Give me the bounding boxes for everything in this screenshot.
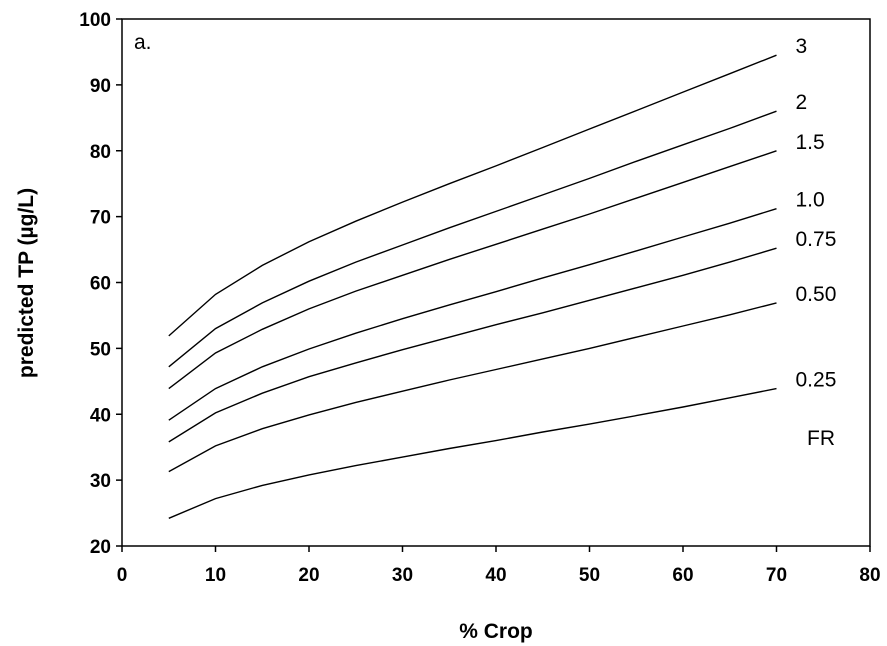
series-line-0-25	[168, 387, 777, 519]
x-tick-label: 20	[298, 565, 319, 586]
x-tick-label: 10	[205, 565, 226, 586]
x-tick-label: 50	[579, 565, 600, 586]
x-axis-title: % Crop	[459, 620, 533, 643]
series-label: 1.0	[796, 189, 825, 212]
x-tick-label: 70	[766, 565, 787, 586]
series-line-0-75	[168, 247, 777, 443]
x-tick-label: 40	[485, 565, 506, 586]
series-label: 0.50	[796, 283, 837, 306]
y-tick-label: 60	[90, 274, 111, 295]
series-label: 1.5	[796, 131, 825, 154]
legend-title: FR	[807, 427, 835, 450]
series-labels: 3 2 1.5 1.0 0.75 0.50 0.25	[796, 35, 837, 391]
series-label: 0.25	[796, 369, 837, 392]
series-line-0-50	[168, 302, 777, 473]
y-tick-label: 30	[90, 471, 111, 492]
y-tick-label: 90	[90, 76, 111, 97]
y-tick-label: 70	[90, 208, 111, 229]
series-label: 3	[796, 35, 808, 58]
series-label: 2	[796, 91, 808, 114]
x-tick-label: 0	[117, 565, 128, 586]
y-tick-label: 100	[79, 10, 111, 31]
x-tick-label: 60	[672, 565, 693, 586]
y-tick-label: 80	[90, 142, 111, 163]
series-line-1-0	[168, 208, 777, 421]
y-tick-label: 50	[90, 339, 111, 360]
panel-label: a.	[134, 31, 152, 54]
x-tick-label: 30	[392, 565, 413, 586]
axes: 0 10 20 30 40 50 60 70 80 20 30 40 50 60 70 80 90 100	[79, 10, 880, 586]
y-tick-label: 40	[90, 405, 111, 426]
series-line-3	[168, 54, 777, 337]
y-axis-title: predicted TP (µg/L)	[15, 188, 38, 378]
series-line-1-5	[168, 150, 777, 390]
series-label: 0.75	[796, 228, 837, 251]
x-tick-label: 80	[859, 565, 880, 586]
series-line-2	[168, 110, 777, 368]
y-tick-label: 20	[90, 537, 111, 558]
series-lines	[168, 54, 777, 519]
